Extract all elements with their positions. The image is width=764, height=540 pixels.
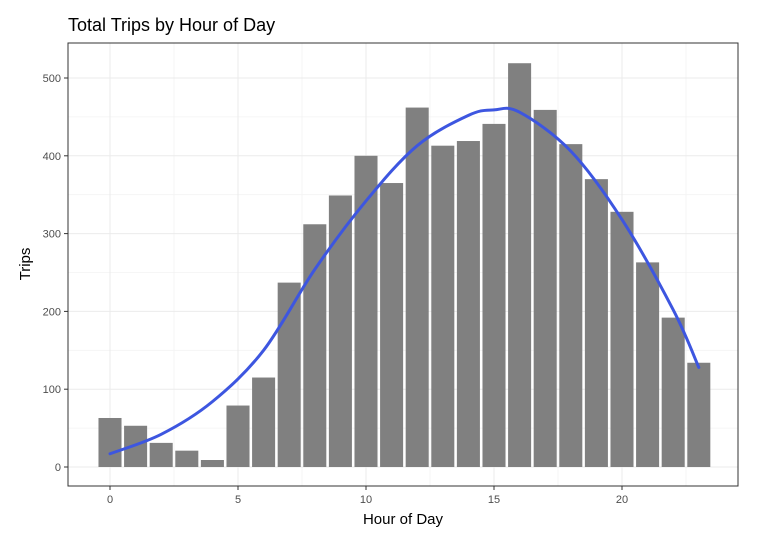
bar-hour-0 [98,417,122,467]
trend-line [108,106,701,456]
bar-hour-22 [661,317,685,467]
x-axis: 0 5 10 15 20 [107,486,628,506]
bar-hour-7 [277,282,301,467]
bar-hour-14 [456,141,480,467]
y-tick-label: 0 [55,462,61,474]
bar-hour-5 [226,405,250,467]
x-tick-label: 5 [235,494,241,506]
bar-hour-16 [508,63,532,468]
bar-series [98,63,711,468]
bar-hour-17 [533,109,557,467]
bar-hour-8 [303,224,327,467]
bar-hour-13 [431,145,455,467]
bar-hour-3 [175,450,199,467]
bar-hour-10 [354,155,378,468]
y-tick-label: 300 [43,229,61,241]
y-tick-label: 400 [43,151,61,163]
x-tick-label: 10 [360,494,372,506]
bar-hour-21 [636,262,660,467]
x-tick-label: 15 [488,494,500,506]
y-tick-label: 200 [43,306,61,318]
x-axis-title: Hour of Day [363,511,444,528]
bar-hour-20 [610,211,634,467]
bar-hour-15 [482,123,506,467]
x-tick-label: 0 [107,494,113,506]
bar-hour-6 [252,377,276,467]
y-tick-label: 100 [43,384,61,396]
bar-hour-23 [687,362,711,467]
plot-panel-border [67,42,739,487]
y-axis-title: Trips [17,248,34,281]
bar-hour-2 [149,442,173,467]
chart-title: Total Trips by Hour of Day [68,15,275,35]
bar-hour-18 [559,144,583,467]
y-axis: 0 100 200 300 400 500 [43,73,68,474]
bar-hour-4 [200,459,224,467]
bar-hour-12 [405,107,429,468]
bar-hour-11 [380,183,404,467]
y-tick-label: 500 [43,73,61,85]
bar-hour-19 [584,179,608,467]
bar-hour-9 [328,195,352,467]
x-tick-label: 20 [616,494,628,506]
